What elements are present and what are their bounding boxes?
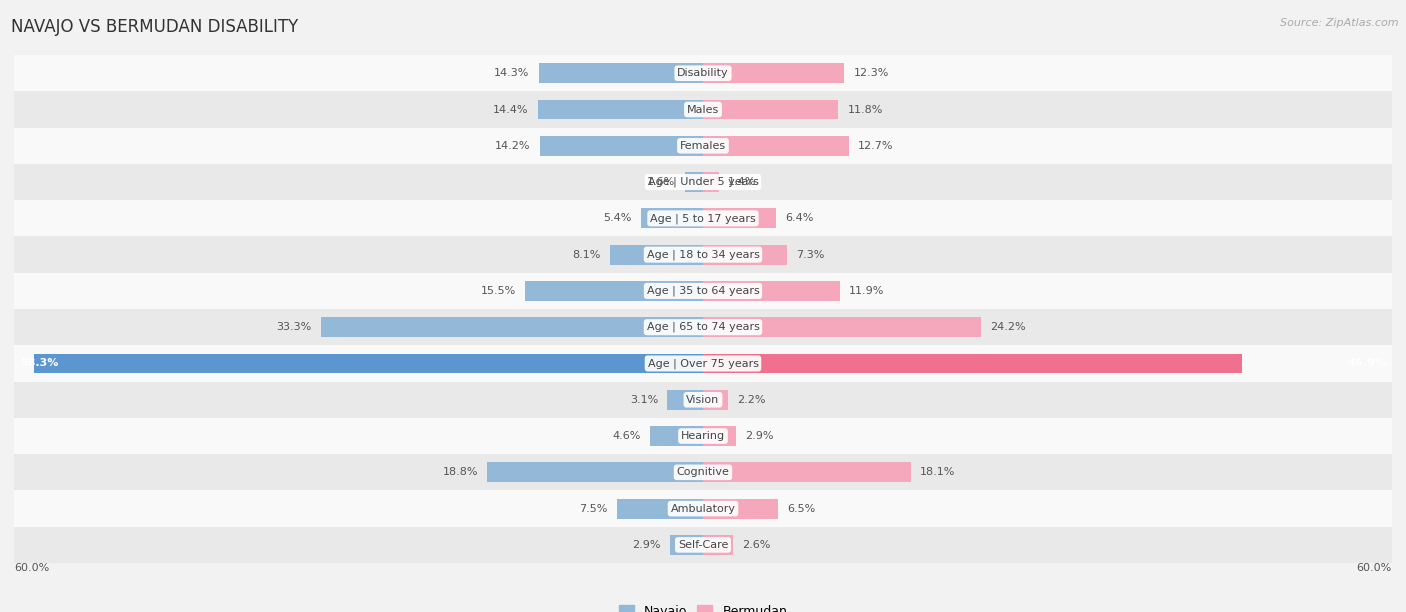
Text: 58.3%: 58.3% <box>20 359 58 368</box>
Text: 15.5%: 15.5% <box>481 286 516 296</box>
Text: 60.0%: 60.0% <box>1357 563 1392 573</box>
Text: Age | 5 to 17 years: Age | 5 to 17 years <box>650 213 756 223</box>
Text: 7.5%: 7.5% <box>579 504 607 513</box>
Text: Hearing: Hearing <box>681 431 725 441</box>
Bar <box>703 63 844 83</box>
Bar <box>703 426 737 446</box>
Text: 1.4%: 1.4% <box>728 177 756 187</box>
Text: 5.4%: 5.4% <box>603 214 631 223</box>
Text: 18.1%: 18.1% <box>920 468 956 477</box>
Text: 1.6%: 1.6% <box>647 177 675 187</box>
Text: Age | 35 to 64 years: Age | 35 to 64 years <box>647 286 759 296</box>
Text: 18.8%: 18.8% <box>443 468 478 477</box>
Text: 14.3%: 14.3% <box>495 68 530 78</box>
Bar <box>703 136 849 156</box>
Text: Disability: Disability <box>678 68 728 78</box>
Bar <box>14 527 1392 563</box>
Bar <box>703 462 911 482</box>
Text: 11.8%: 11.8% <box>848 105 883 114</box>
Bar <box>703 208 776 228</box>
Bar <box>641 208 703 228</box>
Bar <box>321 317 703 337</box>
Bar <box>14 236 1392 273</box>
Bar <box>14 345 1392 382</box>
Text: 2.6%: 2.6% <box>742 540 770 550</box>
Text: 2.9%: 2.9% <box>633 540 661 550</box>
Bar <box>14 91 1392 128</box>
Bar <box>14 382 1392 418</box>
Bar <box>538 63 703 83</box>
Text: Age | Under 5 years: Age | Under 5 years <box>648 177 758 187</box>
Text: Age | 18 to 34 years: Age | 18 to 34 years <box>647 249 759 260</box>
Bar <box>610 245 703 264</box>
Bar <box>14 418 1392 454</box>
Text: Ambulatory: Ambulatory <box>671 504 735 513</box>
Text: 11.9%: 11.9% <box>849 286 884 296</box>
Text: Source: ZipAtlas.com: Source: ZipAtlas.com <box>1281 18 1399 28</box>
Text: Cognitive: Cognitive <box>676 468 730 477</box>
Bar <box>486 462 703 482</box>
Bar <box>703 172 718 192</box>
Bar <box>617 499 703 518</box>
Legend: Navajo, Bermudan: Navajo, Bermudan <box>614 600 792 612</box>
Bar <box>14 128 1392 164</box>
Text: 12.3%: 12.3% <box>853 68 889 78</box>
Bar <box>14 273 1392 309</box>
Bar <box>14 200 1392 236</box>
Text: 14.2%: 14.2% <box>495 141 531 151</box>
Text: Self-Care: Self-Care <box>678 540 728 550</box>
Bar <box>540 136 703 156</box>
Bar <box>14 454 1392 490</box>
Bar <box>650 426 703 446</box>
Text: 2.9%: 2.9% <box>745 431 773 441</box>
Text: 14.4%: 14.4% <box>494 105 529 114</box>
Bar <box>703 317 981 337</box>
Bar <box>14 164 1392 200</box>
Bar <box>669 535 703 555</box>
Bar <box>703 390 728 410</box>
Text: Males: Males <box>688 105 718 114</box>
Text: Vision: Vision <box>686 395 720 405</box>
Text: Age | 65 to 74 years: Age | 65 to 74 years <box>647 322 759 332</box>
Bar <box>703 281 839 301</box>
Text: Age | Over 75 years: Age | Over 75 years <box>648 358 758 369</box>
Text: 46.9%: 46.9% <box>1347 359 1386 368</box>
Bar <box>703 245 787 264</box>
Bar <box>685 172 703 192</box>
Text: 33.3%: 33.3% <box>276 322 312 332</box>
Bar <box>14 55 1392 91</box>
Text: 2.2%: 2.2% <box>738 395 766 405</box>
Text: 8.1%: 8.1% <box>572 250 600 259</box>
Text: 4.6%: 4.6% <box>613 431 641 441</box>
Bar <box>14 490 1392 527</box>
Bar <box>14 309 1392 345</box>
Bar <box>703 535 733 555</box>
Text: 6.5%: 6.5% <box>787 504 815 513</box>
Bar <box>537 100 703 119</box>
Text: 3.1%: 3.1% <box>630 395 658 405</box>
Bar <box>668 390 703 410</box>
Bar <box>524 281 703 301</box>
Text: 6.4%: 6.4% <box>786 214 814 223</box>
Text: 7.3%: 7.3% <box>796 250 824 259</box>
Bar <box>703 100 838 119</box>
Text: 24.2%: 24.2% <box>990 322 1026 332</box>
Bar <box>34 354 703 373</box>
Text: Females: Females <box>681 141 725 151</box>
Bar <box>703 354 1241 373</box>
Text: NAVAJO VS BERMUDAN DISABILITY: NAVAJO VS BERMUDAN DISABILITY <box>11 18 298 36</box>
Bar <box>703 499 778 518</box>
Text: 12.7%: 12.7% <box>858 141 893 151</box>
Text: 60.0%: 60.0% <box>14 563 49 573</box>
